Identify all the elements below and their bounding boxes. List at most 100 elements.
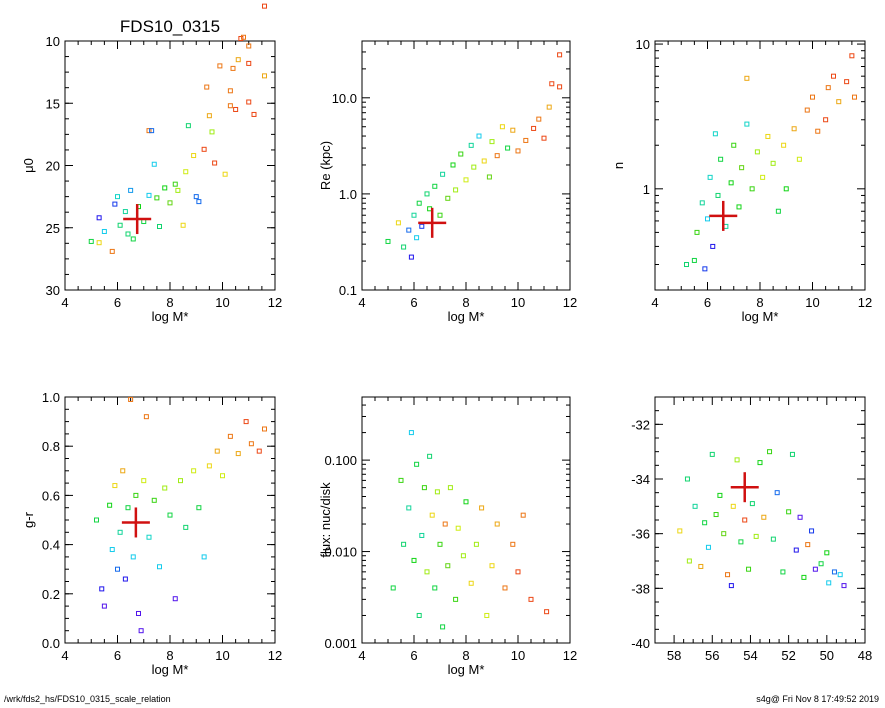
data-point xyxy=(146,534,152,540)
chart-title: FDS10_0315 xyxy=(120,17,220,36)
data-point xyxy=(167,512,173,518)
y-tick-label: -32 xyxy=(631,417,650,432)
data-point xyxy=(826,580,832,586)
data-point xyxy=(151,161,157,167)
data-point xyxy=(544,609,550,615)
data-point xyxy=(157,224,162,230)
y-tick-label: 0.001 xyxy=(324,636,357,651)
y-tick-label: 1 xyxy=(643,182,650,197)
data-point xyxy=(143,414,149,420)
data-point xyxy=(214,448,220,454)
data-point xyxy=(398,477,404,483)
data-point xyxy=(786,509,792,515)
data-point xyxy=(781,142,787,148)
data-point xyxy=(713,512,719,518)
data-point xyxy=(115,194,120,200)
data-point xyxy=(246,99,252,105)
x-axis-label: log M* xyxy=(152,662,189,677)
data-point xyxy=(677,528,683,534)
x-tick-label: 10 xyxy=(511,648,525,663)
x-tick-label: 12 xyxy=(563,295,577,310)
data-point xyxy=(823,117,829,123)
x-tick-label: 10 xyxy=(805,295,819,310)
data-point xyxy=(206,113,212,119)
data-point xyxy=(122,209,128,215)
data-point xyxy=(476,133,482,139)
data-point xyxy=(416,612,422,618)
x-tick-label: 10 xyxy=(215,295,229,310)
data-point xyxy=(251,111,257,117)
x-tick-label: 50 xyxy=(820,648,834,663)
data-point xyxy=(206,463,212,469)
data-point xyxy=(107,502,113,508)
x-tick-label: 12 xyxy=(563,648,577,663)
data-point xyxy=(837,572,843,578)
footer-timestamp: s4g@ Fri Nov 8 17:49:52 2019 xyxy=(756,694,879,704)
data-point xyxy=(191,153,197,159)
data-point xyxy=(262,426,267,432)
data-point xyxy=(246,60,252,66)
data-point xyxy=(523,137,529,143)
data-point xyxy=(238,36,244,42)
data-point xyxy=(136,610,141,616)
data-point xyxy=(442,521,448,527)
data-point xyxy=(744,121,750,127)
data-point xyxy=(414,235,420,241)
data-point xyxy=(749,501,755,507)
data-point xyxy=(262,3,267,9)
data-point xyxy=(549,81,555,87)
data-point xyxy=(440,171,446,177)
data-point xyxy=(738,539,744,545)
data-point xyxy=(791,126,797,132)
data-point xyxy=(191,468,197,474)
data-point xyxy=(818,561,824,567)
data-point xyxy=(217,63,223,69)
data-point xyxy=(262,73,267,79)
plot-frame xyxy=(64,40,276,291)
data-point xyxy=(718,156,724,162)
y-tick-label: 10 xyxy=(46,34,60,49)
x-axis-label: log M* xyxy=(742,309,779,324)
x-axis-label: log M* xyxy=(152,309,189,324)
data-point xyxy=(227,433,233,439)
x-tick-label: 12 xyxy=(268,295,282,310)
data-point xyxy=(424,569,430,575)
data-point xyxy=(801,574,807,580)
data-point xyxy=(178,478,183,484)
data-point xyxy=(185,123,191,129)
y-tick-label: 0.6 xyxy=(42,488,60,503)
data-point xyxy=(710,243,716,249)
data-point xyxy=(753,533,759,539)
data-point xyxy=(793,547,799,553)
x-axis-label: log M* xyxy=(448,662,485,677)
y-axis-label: μ0 xyxy=(21,158,36,173)
data-point xyxy=(117,222,123,228)
data-point xyxy=(471,164,477,170)
data-point xyxy=(112,201,118,207)
data-point xyxy=(227,88,233,94)
data-point xyxy=(385,238,391,244)
y-tick-label: 0.1 xyxy=(339,283,357,298)
y-tick-label: 10 xyxy=(636,37,650,52)
data-point xyxy=(510,541,516,547)
data-point xyxy=(515,148,521,154)
data-point xyxy=(702,520,708,526)
data-point xyxy=(531,125,537,131)
data-point xyxy=(499,124,505,130)
y-axis-label: Re (kpc) xyxy=(318,141,333,190)
data-point xyxy=(709,451,715,457)
data-point xyxy=(414,461,420,467)
data-point xyxy=(437,541,443,547)
data-point xyxy=(112,483,118,489)
data-point xyxy=(489,563,495,569)
data-point xyxy=(408,430,414,436)
data-point xyxy=(183,524,189,530)
data-point xyxy=(686,558,692,564)
data-point xyxy=(406,227,412,233)
data-point xyxy=(770,160,776,166)
y-tick-label: 1.0 xyxy=(339,187,357,202)
data-point xyxy=(406,505,412,511)
y-tick-label: -36 xyxy=(631,527,650,542)
data-point xyxy=(494,153,500,159)
panel-6: 58 56 54 52 50 48 -40 -38 -36 -34 -32 xyxy=(631,396,872,663)
